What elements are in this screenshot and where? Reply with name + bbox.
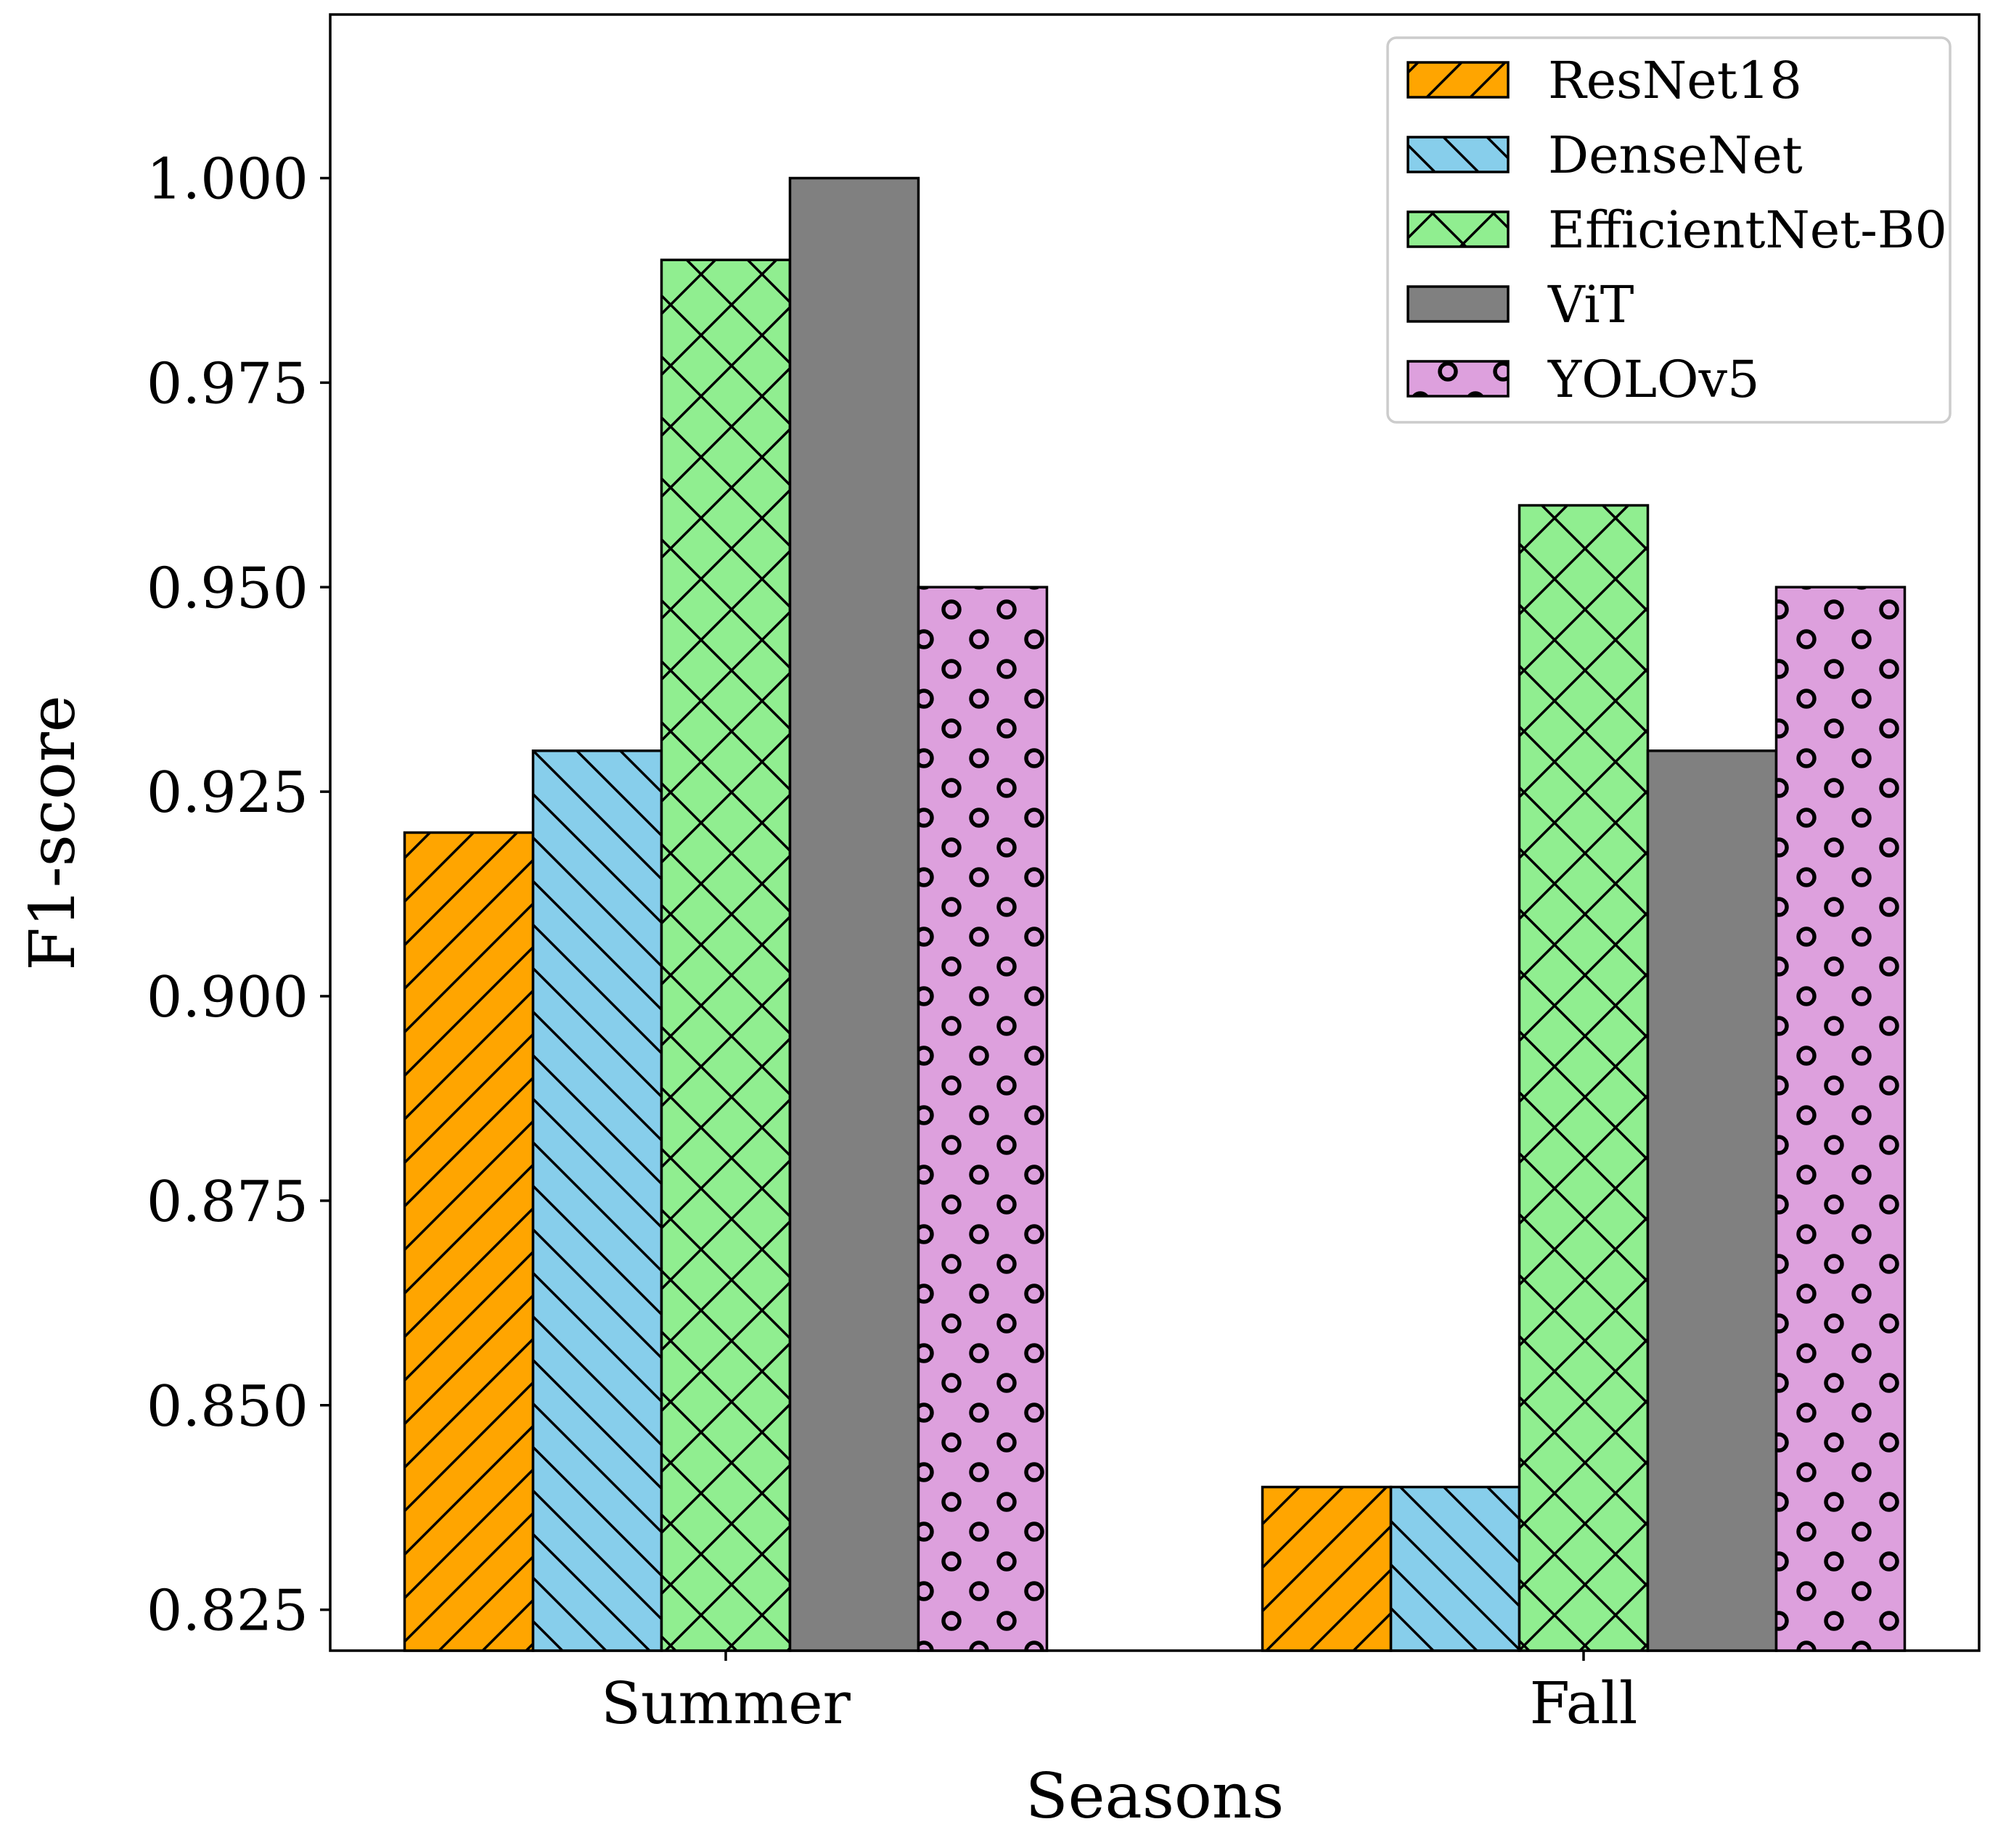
legend-item-densenet: DenseNet [1406,126,1803,185]
bar-yolov5-summer [917,586,1049,1652]
bar-resnet18-fall [1261,1485,1393,1652]
plot-area-frame [329,13,1981,1652]
x-axis-label: Seasons [1025,1760,1285,1833]
legend-swatch [1406,285,1510,323]
legend-swatch [1406,136,1510,173]
bar-efficientnet-b0-fall [1518,504,1650,1652]
bar-vit-summer [788,176,920,1652]
x-axis-ticks: Summer Fall [601,1651,1637,1737]
y-tick-label: 0.950 [147,556,308,621]
legend: ResNet18 DenseNet EfficientNet-B0 ViT YOLOv5 [1386,36,1952,424]
y-tick-label: 0.825 [147,1579,308,1644]
legend-items: ResNet18 DenseNet EfficientNet-B0 ViT YOLOv5 [1406,51,1947,409]
x-tick-label-fall: Fall [1530,1670,1638,1737]
y-axis-label: F1-score [17,695,89,971]
legend-item-vit: ViT [1406,275,1634,334]
legend-box [1386,36,1952,424]
bar-yolov5-fall [1774,586,1907,1652]
bar-efficientnet-b0-summer [660,258,792,1652]
bar-vit-fall [1646,750,1778,1652]
bar-densenet-summer [531,750,663,1652]
legend-swatch [1406,61,1510,99]
y-tick-label: 0.975 [147,351,308,416]
legend-item-resnet18: ResNet18 [1406,51,1802,110]
legend-item-yolov5: YOLOv5 [1406,350,1760,409]
legend-label: YOLOv5 [1547,350,1760,409]
legend-swatch [1406,360,1510,398]
bar-resnet18-summer [403,831,535,1652]
legend-label: ResNet18 [1548,51,1802,110]
legend-label: ViT [1547,275,1634,334]
y-axis-ticks: 0.825 0.850 0.875 0.900 0.925 0.950 0.975 1.000 [147,147,330,1644]
y-tick-label: 0.850 [147,1374,308,1440]
legend-label: DenseNet [1548,126,1803,185]
y-tick-label: 0.900 [147,965,308,1030]
x-tick-label-summer: Summer [601,1670,851,1737]
y-tick-label: 0.875 [147,1170,308,1235]
y-tick-label: 1.000 [147,147,308,213]
bar-densenet-fall [1389,1485,1521,1652]
y-tick-label: 0.925 [147,760,308,826]
legend-swatch [1406,210,1510,248]
bars-layer [403,176,1907,1652]
legend-label: EfficientNet-B0 [1548,200,1947,260]
legend-item-efficientnet-b0: EfficientNet-B0 [1406,200,1947,260]
